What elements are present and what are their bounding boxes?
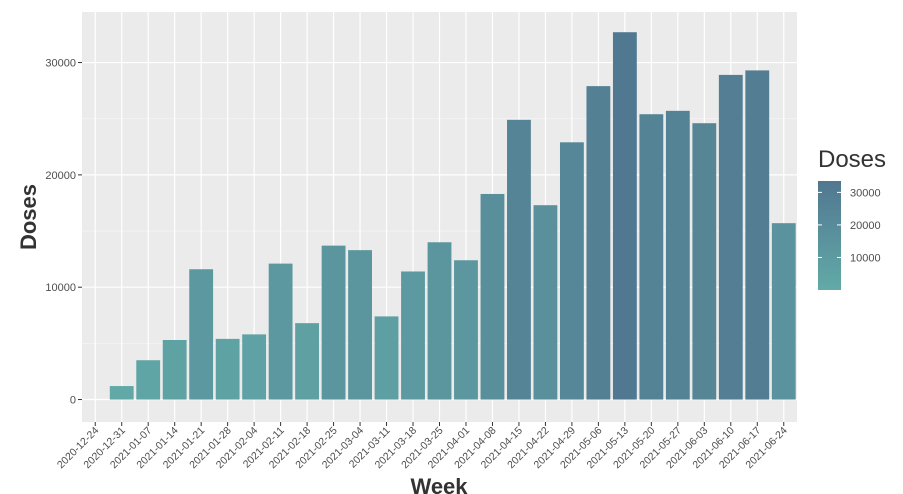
bar-2021-06-24 — [771, 223, 796, 400]
bar-2021-06-10 — [718, 74, 743, 400]
bar-2020-12-31 — [109, 386, 134, 400]
legend-title: Doses — [818, 146, 886, 173]
bar-2021-01-28 — [215, 338, 240, 400]
bar-2021-02-25 — [321, 245, 346, 400]
x-axis: 2020-12-242020-12-312021-01-072021-01-14… — [55, 422, 790, 471]
bar-2021-03-11 — [374, 316, 399, 400]
bar-2021-06-17 — [745, 70, 770, 400]
y-tick-label: 20000 — [45, 170, 76, 182]
bar-2021-04-15 — [507, 119, 531, 400]
y-tick-label: 0 — [70, 395, 76, 407]
bar-2021-05-13 — [612, 32, 637, 400]
bar-2021-02-18 — [295, 323, 320, 400]
legend-tick-label: 10000 — [850, 252, 881, 264]
bar-2021-01-21 — [189, 269, 214, 400]
bar-2021-05-06 — [586, 86, 611, 400]
bar-2021-01-07 — [136, 360, 161, 400]
bar-2021-04-29 — [559, 142, 584, 400]
bar-2021-04-08 — [480, 193, 505, 400]
legend-colorbar — [818, 181, 841, 290]
bar-2021-03-18 — [401, 271, 425, 400]
bar-2021-01-14 — [162, 340, 187, 400]
bar-2021-06-03 — [692, 123, 717, 400]
legend-tick-label: 30000 — [850, 187, 881, 199]
y-axis: 0 10000 20000 30000 — [45, 58, 82, 407]
bar-2021-02-11 — [268, 263, 293, 400]
y-tick-label: 30000 — [45, 58, 76, 70]
bar-2021-02-04 — [242, 334, 267, 400]
x-axis-title: Week — [410, 474, 468, 494]
bar-2021-04-22 — [533, 205, 558, 400]
bar-2021-03-25 — [427, 242, 452, 400]
bar-2021-05-27 — [665, 110, 690, 400]
y-tick-label: 10000 — [45, 282, 76, 294]
bar-2021-04-01 — [454, 260, 478, 400]
y-axis-title: Doses — [16, 184, 41, 250]
legend-ticks: 10000 20000 30000 — [818, 187, 881, 264]
legend-tick-label: 20000 — [850, 220, 881, 232]
bar-2021-03-04 — [348, 250, 372, 400]
legend: Doses 10000 20000 30000 — [818, 146, 886, 290]
bar-2021-05-20 — [639, 114, 664, 400]
bars — [109, 32, 796, 400]
